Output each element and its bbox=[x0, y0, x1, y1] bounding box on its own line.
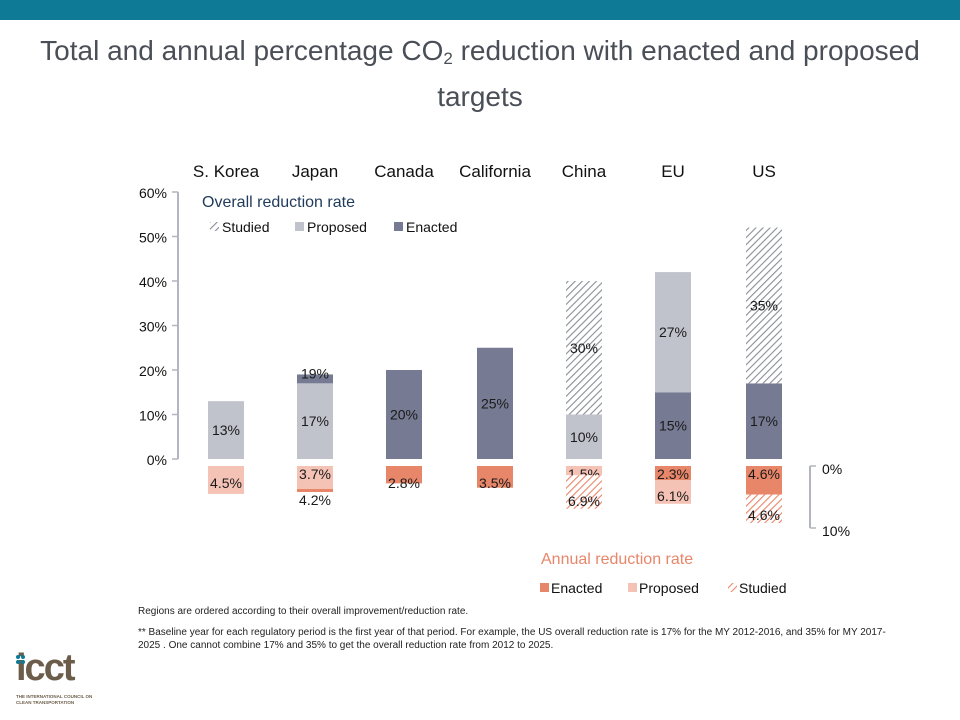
overall-bar-japan-enacted bbox=[297, 374, 333, 384]
overall-tick-label: 30% bbox=[139, 319, 167, 335]
overall-legend-swatch-enacted bbox=[394, 222, 403, 231]
annual-legend-studied: Studied bbox=[739, 580, 786, 596]
logo-dot bbox=[16, 655, 20, 659]
category-label-canada: Canada bbox=[374, 162, 434, 181]
annual-legend-swatch-proposed bbox=[628, 583, 637, 592]
annual-legend-enacted: Enacted bbox=[551, 580, 602, 596]
overall-tick-label: 20% bbox=[139, 363, 167, 379]
overall-bar-us-studied bbox=[746, 227, 782, 384]
footnote-order: Regions are ordered according to their o… bbox=[138, 606, 469, 617]
annual-data-label: 4.6% bbox=[748, 507, 780, 523]
overall-bar-eu-proposed bbox=[655, 272, 691, 393]
annual-bar-california-enacted bbox=[477, 466, 513, 488]
annual-bar-eu-enacted bbox=[655, 466, 691, 481]
overall-data-label: 15% bbox=[659, 418, 687, 434]
slide-title: Total and annual percentage CO2 reductio… bbox=[40, 35, 920, 112]
overall-data-label: 10% bbox=[570, 429, 598, 445]
annual-data-label: 4.5% bbox=[210, 475, 242, 491]
annual-bar-japan-proposed bbox=[297, 466, 333, 489]
annual-bar-us-studied bbox=[746, 494, 782, 524]
overall-tick-label: 40% bbox=[139, 274, 167, 290]
overall-legend-proposed: Proposed bbox=[307, 219, 367, 235]
annual-bar-china-studied bbox=[566, 475, 602, 509]
annual-data-label: 4.2% bbox=[299, 492, 331, 508]
annual-data-label: 4.6% bbox=[748, 466, 780, 482]
annual-bar-us-enacted bbox=[746, 466, 782, 495]
annual-bar-japan-enacted bbox=[297, 488, 333, 493]
annual-data-label: 2.3% bbox=[657, 466, 689, 482]
annual-data-label: 3.7% bbox=[299, 466, 331, 482]
category-label-japan: Japan bbox=[292, 162, 338, 181]
overall-tick-label: 60% bbox=[139, 185, 167, 201]
overall-bar-china-studied bbox=[566, 281, 602, 415]
category-label-california: California bbox=[459, 162, 531, 181]
overall-data-label: 17% bbox=[301, 413, 329, 429]
annual-legend-proposed: Proposed bbox=[639, 580, 699, 596]
footnotes: Regions are ordered according to their o… bbox=[138, 605, 898, 660]
logo-dot bbox=[21, 660, 25, 664]
logo-wordmark: icct bbox=[16, 647, 76, 689]
top-accent-bar bbox=[0, 0, 960, 20]
annual-data-label: 6.9% bbox=[568, 493, 600, 509]
overall-tick-label: 10% bbox=[139, 408, 167, 424]
overall-data-label: 35% bbox=[750, 297, 778, 313]
annual-tick-label: 0% bbox=[822, 461, 842, 477]
overall-bar-china-proposed bbox=[566, 414, 602, 459]
overall-tick-label: 50% bbox=[139, 230, 167, 246]
annual-bar-canada-enacted bbox=[386, 466, 422, 484]
logo-dot bbox=[21, 655, 25, 659]
annual-legend-swatch-studied bbox=[728, 583, 737, 592]
overall-tick-label: 0% bbox=[147, 452, 167, 468]
overall-data-label: 19% bbox=[301, 365, 329, 381]
logo-dots bbox=[16, 655, 25, 664]
overall-bar-canada-enacted bbox=[386, 370, 422, 459]
logo-dot bbox=[16, 660, 20, 664]
annual-bar-eu-proposed bbox=[655, 480, 691, 504]
overall-data-label: 20% bbox=[390, 407, 418, 423]
footnote-baseline: ** Baseline year for each regulatory per… bbox=[138, 627, 886, 651]
category-label-eu: EU bbox=[661, 162, 685, 181]
overall-chart-title: Overall reduction rate bbox=[202, 194, 355, 211]
overall-bar-us-enacted bbox=[746, 383, 782, 459]
overall-bar-japan-proposed bbox=[297, 383, 333, 459]
category-label-china: China bbox=[562, 162, 607, 181]
overall-bar-california-enacted bbox=[477, 347, 513, 459]
overall-bar-eu-enacted bbox=[655, 392, 691, 459]
overall-data-label: 30% bbox=[570, 340, 598, 356]
overall-legend-studied: Studied bbox=[222, 219, 269, 235]
annual-legend-swatch-enacted bbox=[540, 583, 549, 592]
logo-tagline: THE INTERNATIONAL COUNCIL ON CLEAN TRANS… bbox=[16, 694, 93, 705]
overall-data-label: 17% bbox=[750, 413, 778, 429]
annual-data-label: 6.1% bbox=[657, 488, 689, 504]
annual-data-label: 2.8% bbox=[388, 475, 420, 491]
annual-bar-s-korea-proposed bbox=[208, 466, 244, 494]
annual-tick-label: 10% bbox=[822, 523, 850, 539]
icct-logo: icct THE INTERNATIONAL COUNCIL ON CLEAN … bbox=[16, 647, 106, 710]
overall-legend-swatch-studied bbox=[210, 222, 219, 231]
category-label-s-korea: S. Korea bbox=[193, 162, 260, 181]
annual-chart-title: Annual reduction rate bbox=[541, 551, 693, 568]
overall-legend-swatch-proposed bbox=[295, 222, 304, 231]
overall-bar-s-korea-proposed bbox=[208, 401, 244, 459]
overall-legend-enacted: Enacted bbox=[406, 219, 457, 235]
overall-data-label: 27% bbox=[659, 324, 687, 340]
overall-data-label: 25% bbox=[481, 395, 509, 411]
annual-bar-china-proposed bbox=[566, 466, 602, 476]
annual-data-label: 3.5% bbox=[479, 475, 511, 491]
category-label-us: US bbox=[752, 162, 776, 181]
overall-data-label: 13% bbox=[212, 422, 240, 438]
